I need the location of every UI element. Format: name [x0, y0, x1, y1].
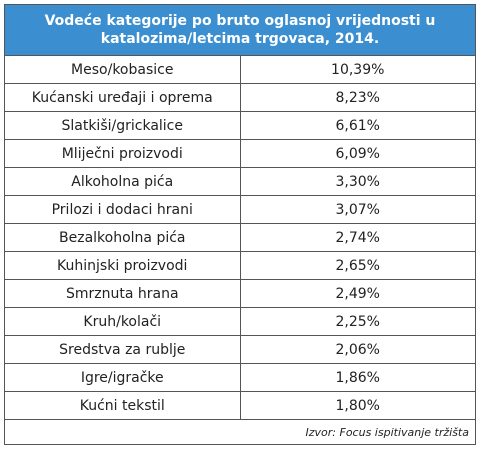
category-cell: Kućni tekstil [4, 391, 241, 420]
value-cell: 2,74% [239, 223, 476, 252]
value-cell: 2,65% [239, 251, 476, 280]
table-row: Mliječni proizvodi 6,09% [4, 139, 476, 168]
table-row: Kućni tekstil 1,80% [4, 391, 476, 420]
table-row: Kućanski uređaji i oprema 8,23% [4, 83, 476, 112]
category-cell: Meso/kobasice [4, 55, 241, 84]
category-cell: Kuhinjski proizvodi [4, 251, 241, 280]
value-cell: 6,09% [239, 139, 476, 168]
table-row: Kuhinjski proizvodi 2,65% [4, 251, 476, 280]
value-cell: 10,39% [239, 55, 476, 84]
table-row: Kruh/kolači 2,25% [4, 307, 476, 336]
table-body: Meso/kobasice 10,39% Kućanski uređaji i op… [4, 55, 476, 420]
category-cell: Slatkiši/grickalice [4, 111, 241, 140]
value-cell: 3,07% [239, 195, 476, 224]
value-cell: 8,23% [239, 83, 476, 112]
table-wrapper: Vodeće kategorije po bruto oglasnoj vrij… [4, 4, 476, 445]
category-cell: Mliječni proizvodi [4, 139, 241, 168]
source-note: Izvor: Focus ispitivanje tržišta [4, 419, 476, 445]
table-row: Meso/kobasice 10,39% [4, 55, 476, 84]
table-row: Alkoholna pića 3,30% [4, 167, 476, 196]
value-cell: 1,86% [239, 363, 476, 392]
table-row: Sredstva za rublje 2,06% [4, 335, 476, 364]
category-cell: Prilozi i dodaci hrani [4, 195, 241, 224]
category-cell: Kruh/kolači [4, 307, 241, 336]
value-cell: 6,61% [239, 111, 476, 140]
value-cell: 2,06% [239, 335, 476, 364]
table-title: Vodeće kategorije po bruto oglasnoj vrij… [4, 4, 476, 56]
table-row: Prilozi i dodaci hrani 3,07% [4, 195, 476, 224]
category-cell: Kućanski uređaji i oprema [4, 83, 241, 112]
category-cell: Igre/igračke [4, 363, 241, 392]
value-cell: 1,80% [239, 391, 476, 420]
category-cell: Sredstva za rublje [4, 335, 241, 364]
category-cell: Smrznuta hrana [4, 279, 241, 308]
category-cell: Alkoholna pića [4, 167, 241, 196]
value-cell: 2,25% [239, 307, 476, 336]
category-cell: Bezalkoholna pića [4, 223, 241, 252]
table-row: Igre/igračke 1,86% [4, 363, 476, 392]
value-cell: 3,30% [239, 167, 476, 196]
table-row: Slatkiši/grickalice 6,61% [4, 111, 476, 140]
data-table: Vodeće kategorije po bruto oglasnoj vrij… [4, 4, 476, 445]
table-row: Smrznuta hrana 2,49% [4, 279, 476, 308]
value-cell: 2,49% [239, 279, 476, 308]
table-row: Bezalkoholna pića 2,74% [4, 223, 476, 252]
